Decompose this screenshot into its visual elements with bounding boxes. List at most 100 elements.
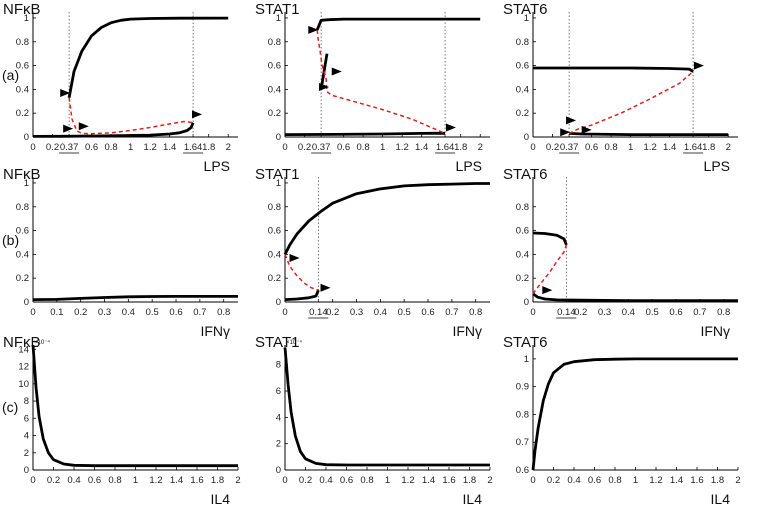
- x-tick-label: 0.37: [312, 142, 331, 153]
- x-tick-label: 0.37: [560, 142, 579, 153]
- x-tick-label: 0: [282, 307, 287, 318]
- arrow-marker: [308, 25, 319, 34]
- x-tick-label: 2: [735, 475, 740, 486]
- chart-c2: STAT1 IL4 ×10⁻⁴ 0 2 4 6 8 0 0.2 0.4 0.6 0.8 1 1.2 1.4 1.…: [255, 334, 493, 506]
- x-tick-label: 2: [487, 475, 492, 486]
- series-stable-low: [284, 289, 320, 301]
- y-tick-label: 0.6: [268, 61, 281, 72]
- x-tick-label: 0.6: [585, 142, 598, 153]
- row-label-a: (a): [2, 67, 19, 83]
- x-tick-label: 0.2: [547, 475, 560, 486]
- y-tick-label: 4: [24, 431, 29, 442]
- x-tick-label: 1.8: [202, 142, 215, 153]
- x-tick-label: 1.64: [184, 142, 203, 153]
- x-axis-label: IFNγ: [452, 323, 482, 339]
- y-tick-label: 0: [276, 132, 281, 143]
- x-tick-label: 0.6: [340, 475, 353, 486]
- x-tick-label: 0.7: [693, 307, 706, 318]
- x-tick-label: 0.6: [669, 307, 682, 318]
- row-label-b: (b): [2, 232, 19, 248]
- x-tick-label: 0.2: [574, 307, 587, 318]
- x-tick-label: 0.7: [193, 307, 206, 318]
- y-tick-label: 0.8: [268, 202, 281, 213]
- arrow-marker: [319, 83, 330, 91]
- y-tick-label: 1: [276, 178, 281, 189]
- chart-c1: NFκB IL4 ×10⁻⁴ 0 2 4 6 8 10 12 14 0 0.2 0.4 0.6 0.8 1 1.2…: [3, 334, 241, 506]
- series-stable-high: [533, 66, 694, 73]
- x-tick-label: 0.8: [608, 475, 621, 486]
- x-tick-label: 0.8: [108, 475, 121, 486]
- x-tick-label: 0.6: [85, 142, 98, 153]
- y-tick-label: 0.2: [268, 108, 281, 119]
- series-unstable: [532, 244, 568, 295]
- y-tick-label: 0: [276, 297, 281, 308]
- y-tick-label: 0.6: [516, 226, 529, 237]
- x-tick-label: 0.7: [445, 307, 458, 318]
- series-stable-low: [32, 122, 195, 138]
- y-multiplier: ×10⁻⁴: [286, 339, 302, 346]
- chart-title: NFκB: [3, 166, 41, 183]
- y-tick-label: 0.4: [516, 249, 529, 260]
- arrow-marker: [320, 283, 331, 292]
- y-tick-label: 0.2: [516, 108, 529, 119]
- x-tick-label: 0.5: [398, 307, 411, 318]
- x-tick-label: 0: [30, 142, 35, 153]
- x-tick-label: 0.2: [298, 142, 311, 153]
- chart-title: STAT1: [255, 334, 299, 351]
- x-tick-label: 0.4: [374, 307, 387, 318]
- chart-title: STAT6: [503, 166, 547, 183]
- series-stable: [283, 347, 490, 467]
- y-tick-label: 0: [524, 132, 529, 143]
- x-tick-label: 1: [633, 475, 638, 486]
- series-unstable: [316, 29, 446, 135]
- x-tick-label: 1.6: [190, 475, 203, 486]
- y-multiplier: ×10⁻⁴: [34, 339, 50, 346]
- series-unstable: [568, 70, 694, 135]
- y-tick-label: 1: [24, 13, 29, 24]
- x-tick-label: 0: [30, 307, 35, 318]
- x-tick-label: 1.2: [401, 475, 414, 486]
- x-tick-label: 0.14: [309, 307, 328, 318]
- x-tick-label: 0.2: [326, 307, 339, 318]
- y-tick-label: 0.8: [16, 202, 29, 213]
- y-tick-label: 0.8: [268, 37, 281, 48]
- chart-title: STAT6: [503, 334, 547, 351]
- y-tick-label: 0.4: [16, 84, 29, 95]
- arrow-marker: [289, 253, 300, 262]
- y-tick-label: 6: [24, 413, 29, 424]
- y-tick-label: 6: [276, 386, 281, 397]
- x-tick-label: 0.14: [557, 307, 576, 318]
- x-tick-label: 1.8: [211, 475, 224, 486]
- y-tick-label: 0: [276, 465, 281, 476]
- x-tick-label: 0.6: [421, 307, 434, 318]
- arrow-marker: [60, 88, 71, 97]
- x-tick-label: 1: [628, 142, 633, 153]
- x-tick-label: 2: [478, 142, 483, 153]
- x-tick-label: 0.5: [646, 307, 659, 318]
- x-axis-label: IL4: [711, 491, 731, 506]
- x-tick-label: 0.3: [98, 307, 111, 318]
- x-tick-label: 0.8: [717, 307, 730, 318]
- x-axis-label: IFNγ: [200, 323, 230, 339]
- x-axis-label: LPS: [456, 158, 482, 174]
- x-tick-label: 1.2: [149, 475, 162, 486]
- series-stable: [31, 344, 238, 468]
- chart-title: NFκB: [3, 1, 41, 18]
- y-tick-label: 0.2: [16, 108, 29, 119]
- y-tick-label: 0.6: [516, 465, 529, 476]
- arrow-marker: [581, 125, 592, 134]
- x-axis-label: IFNγ: [700, 323, 730, 339]
- x-tick-label: 1.64: [436, 142, 455, 153]
- y-tick-label: 0.8: [516, 409, 529, 420]
- x-tick-label: 0.6: [337, 142, 350, 153]
- y-tick-label: 0.8: [516, 37, 529, 48]
- x-tick-label: 0: [282, 142, 287, 153]
- x-axis-label: IL4: [211, 491, 231, 506]
- x-tick-label: 0.8: [360, 475, 373, 486]
- x-tick-label: 0.2: [546, 142, 559, 153]
- x-tick-label: 0.2: [47, 475, 60, 486]
- series-unstable: [284, 254, 319, 291]
- y-tick-label: 4: [276, 412, 281, 423]
